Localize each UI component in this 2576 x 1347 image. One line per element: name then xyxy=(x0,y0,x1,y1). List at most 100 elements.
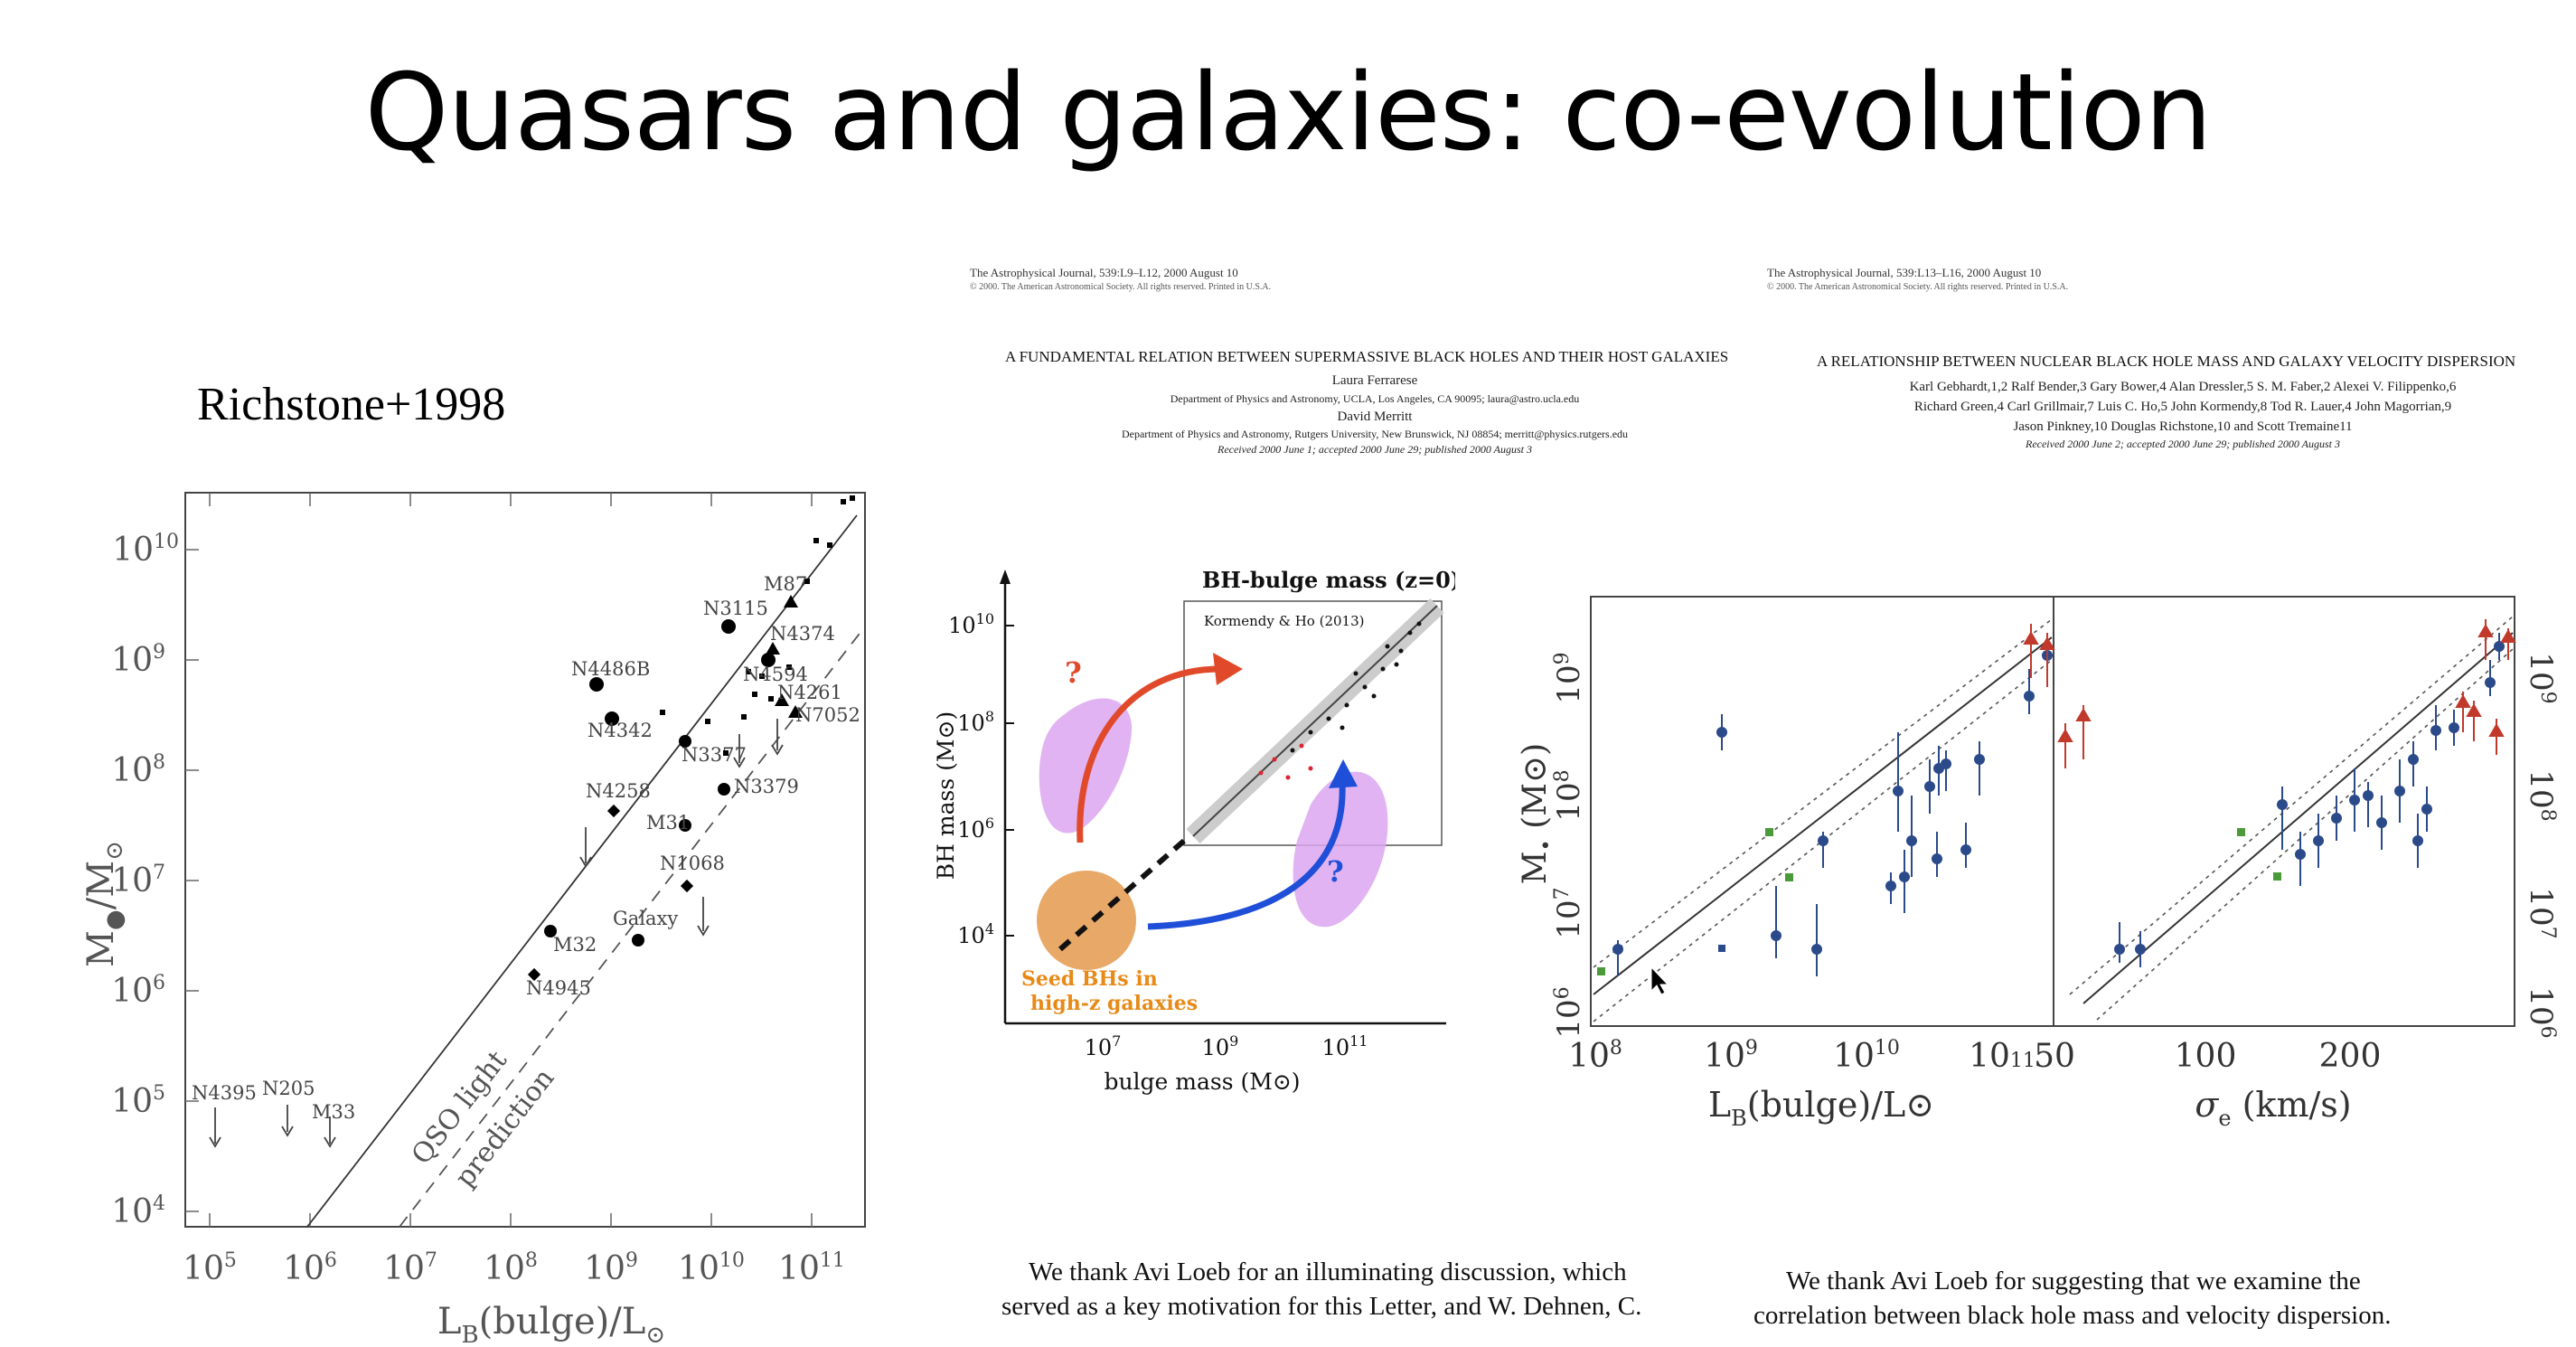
svg-text:109: 109 xyxy=(584,1249,638,1287)
label-n205: N205 xyxy=(262,1078,315,1099)
y-axis-label: BH mass (M⊙) xyxy=(933,711,959,880)
label-n4374: N4374 xyxy=(770,623,835,645)
point-n4258 xyxy=(606,804,621,818)
middle-received: Received 2000 June 1; accepted 2000 June… xyxy=(1217,443,1532,456)
richstone-plot: 104 105 106 107 108 109 1010 105 106 107… xyxy=(80,492,866,1347)
svg-text:1010: 1010 xyxy=(1833,1037,1900,1075)
right-paper-title: A RELATIONSHIP BETWEEN NUCLEAR BLACK HOL… xyxy=(1817,353,2516,370)
ytick-4-exp: 7 xyxy=(153,862,165,884)
svg-text:105: 105 xyxy=(183,1249,237,1287)
label-n4594: N4594 xyxy=(743,664,808,685)
pink-blob-left xyxy=(1039,698,1133,834)
y-tick-labels: 104 105 106 107 108 109 1010 xyxy=(111,531,179,1230)
point-n1068 xyxy=(680,879,694,893)
ytick-3: 10 xyxy=(111,973,153,1010)
y-axis-label: M• (M⊙) xyxy=(1517,743,1558,884)
left-red-points xyxy=(2023,624,2092,768)
middle-journal-line: The Astrophysical Journal, 539:L9–L12, 2… xyxy=(970,266,1238,279)
svg-text:109: 109 xyxy=(111,641,165,679)
point-labels: M87 N3115 N4374 N4486B N4594 N4261 N4342… xyxy=(192,573,860,1123)
x-tick-labels: 105 106 107 108 109 1010 1011 xyxy=(183,1249,845,1287)
label-n4342: N4342 xyxy=(588,720,653,741)
point-m87 xyxy=(784,595,798,608)
xtick-3: 10 xyxy=(383,1250,425,1287)
svg-text:108: 108 xyxy=(957,708,994,736)
label-n7052: N7052 xyxy=(795,704,860,726)
inset-title: BH-bulge mass (z=0) xyxy=(1202,567,1455,593)
svg-text:50: 50 xyxy=(2034,1038,2075,1075)
svg-text:107: 107 xyxy=(383,1249,437,1287)
y-axis-label: M●/M⊙ xyxy=(80,841,128,967)
svg-text:108: 108 xyxy=(111,751,165,789)
x-axis-label: bulge mass (M⊙) xyxy=(1104,1069,1300,1095)
svg-text:104: 104 xyxy=(957,920,994,948)
point-n4342 xyxy=(605,711,619,726)
xtick-6-exp: 10 xyxy=(719,1249,745,1272)
bh-bulge-cartoon: 1010 108 106 104 107 109 1011 bulge mass… xyxy=(933,567,1455,1095)
left-x-tick-labels: 108 109 1010 1011 xyxy=(1568,1037,2035,1075)
ytick-6-exp: 9 xyxy=(153,641,165,664)
ytick-7-exp: 10 xyxy=(154,531,179,553)
inset-points xyxy=(1290,621,1422,753)
inset-red-points xyxy=(1258,743,1313,780)
right-blue-points xyxy=(2114,633,2505,967)
label-m31: M31 xyxy=(646,812,690,834)
x-tick-labels: 107 109 1011 xyxy=(1085,1032,1368,1060)
middle-author1: Laura Ferrarese xyxy=(1331,373,1418,388)
svg-text:105: 105 xyxy=(111,1082,165,1120)
point-n7052 xyxy=(788,705,803,718)
prediction-line xyxy=(399,626,866,1228)
label-n4486b: N4486B xyxy=(571,658,650,680)
ytick-5: 10 xyxy=(111,752,153,789)
svg-text:106: 106 xyxy=(2523,986,2559,1038)
xtick-2-exp: 6 xyxy=(324,1249,337,1272)
point-n4594 xyxy=(761,653,776,667)
right-green-points xyxy=(2237,828,2281,881)
ytick-5-exp: 8 xyxy=(153,751,165,774)
blue-arrowhead xyxy=(1329,759,1358,788)
svg-text:1011: 1011 xyxy=(1969,1038,2035,1075)
label-n4395: N4395 xyxy=(192,1082,257,1104)
ytick-2: 10 xyxy=(111,1083,153,1120)
svg-text:109: 109 xyxy=(1202,1032,1239,1060)
svg-text:108: 108 xyxy=(484,1249,538,1287)
left-blue-points xyxy=(1612,646,2053,976)
svg-text:1010: 1010 xyxy=(948,610,994,638)
svg-text:109: 109 xyxy=(2523,652,2559,703)
svg-text:108: 108 xyxy=(1551,769,1587,821)
point-n4374 xyxy=(766,642,780,655)
middle-author2: David Merritt xyxy=(1337,410,1413,424)
svg-text:1010: 1010 xyxy=(112,531,179,569)
xtick-4: 10 xyxy=(484,1250,525,1287)
xtick-6: 10 xyxy=(678,1250,719,1287)
label-n3377: N3377 xyxy=(682,744,747,766)
ytick-3-exp: 6 xyxy=(153,972,165,994)
left-navy-square xyxy=(1718,945,1725,952)
svg-text:107: 107 xyxy=(111,862,165,900)
right-authors2: Richard Green,4 Carl Grillmair,7 Luis C.… xyxy=(1913,400,2452,414)
right-ack-line2: correlation between black hole mass and … xyxy=(1753,1301,2392,1330)
svg-text:104: 104 xyxy=(111,1192,165,1230)
left-green-points xyxy=(1597,828,1793,975)
ytick-6: 10 xyxy=(111,642,153,679)
ytick-7: 10 xyxy=(112,532,154,569)
left-fit-lines xyxy=(1593,618,2053,1022)
point-n4261 xyxy=(775,693,789,706)
seed-bh-circle xyxy=(1037,871,1136,970)
label-n3115: N3115 xyxy=(703,598,768,619)
svg-text:107: 107 xyxy=(2523,887,2559,938)
red-arrowhead xyxy=(1213,653,1243,685)
xtick-2: 10 xyxy=(283,1250,324,1287)
inset-ref: Kormendy & Ho (2013) xyxy=(1204,613,1365,629)
xtick-7: 10 xyxy=(778,1250,820,1287)
middle-paper-title: A FUNDAMENTAL RELATION BETWEEN SUPERMASS… xyxy=(1005,348,1729,365)
right-received: Received 2000 June 2; accepted 2000 June… xyxy=(2025,438,2340,450)
point-n3115 xyxy=(721,619,736,634)
xtick-1-exp: 5 xyxy=(224,1249,237,1272)
blue-arrow xyxy=(1147,781,1346,930)
svg-text:100: 100 xyxy=(2175,1038,2237,1075)
middle-ack: We thank Avi Loeb for an illuminating di… xyxy=(1001,1255,1761,1323)
middle-ack-line2: served as a key motivation for this Lett… xyxy=(1001,1292,1642,1321)
xtick-3-exp: 7 xyxy=(425,1249,437,1272)
label-n3379: N3379 xyxy=(734,776,799,797)
